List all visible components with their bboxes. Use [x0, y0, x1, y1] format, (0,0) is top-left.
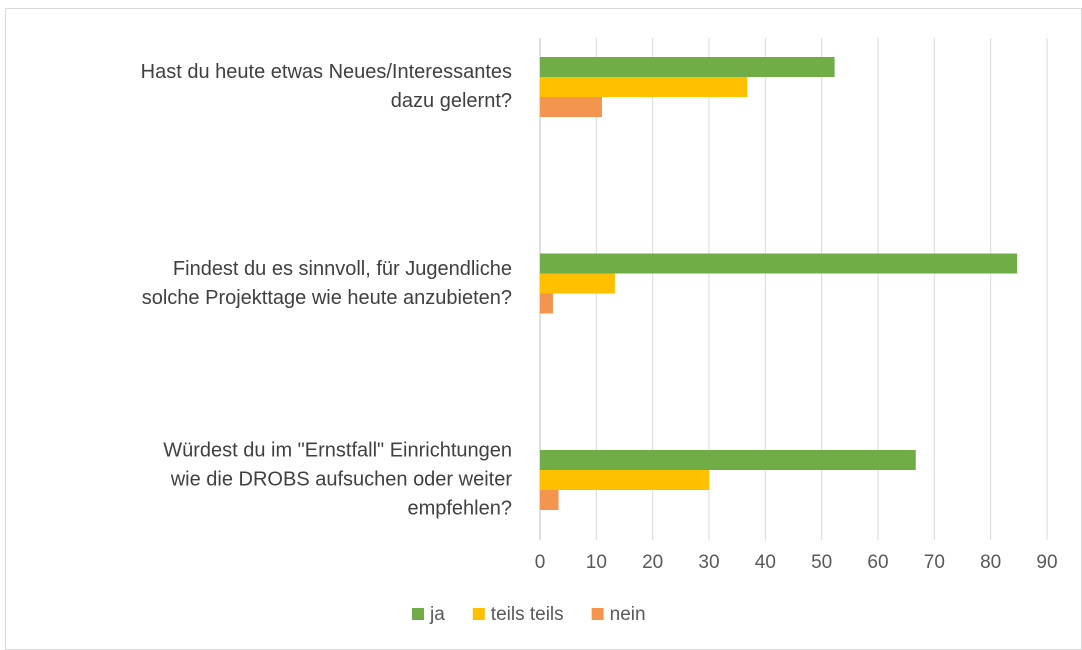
bar — [540, 490, 559, 510]
bar — [540, 97, 602, 117]
x-tick-label: 0 — [535, 552, 546, 573]
x-tick-label: 90 — [1036, 552, 1057, 573]
bar — [540, 273, 615, 294]
bar — [540, 470, 709, 490]
y-tick-label: Findest du es sinnvoll, für Jugendliche … — [141, 257, 512, 309]
legend-swatch — [472, 608, 485, 620]
x-tick-label: 50 — [811, 552, 832, 573]
legend-label: nein — [610, 604, 646, 625]
bar — [540, 293, 553, 314]
x-tick-label: 40 — [755, 552, 776, 573]
bar — [540, 77, 748, 97]
y-tick-label: Hast du heute etwas Neues/Interessantes … — [140, 61, 512, 112]
x-tick-label: 30 — [698, 552, 719, 573]
x-tick-label: 10 — [586, 552, 607, 573]
legend-label: teils teils — [491, 604, 564, 625]
x-tick-label: 60 — [867, 552, 888, 573]
x-tick-label: 20 — [642, 552, 663, 573]
x-tick-label: 70 — [924, 552, 945, 573]
legend-swatch — [412, 608, 424, 620]
x-tick-label: 80 — [980, 552, 1001, 573]
legend-label: ja — [429, 604, 445, 625]
legend-swatch — [591, 608, 604, 620]
bar — [540, 253, 1018, 274]
y-tick-label: Würdest du im "Ernstfall" Einrichtungen … — [163, 439, 512, 520]
bar — [540, 450, 916, 470]
bar — [540, 57, 835, 77]
